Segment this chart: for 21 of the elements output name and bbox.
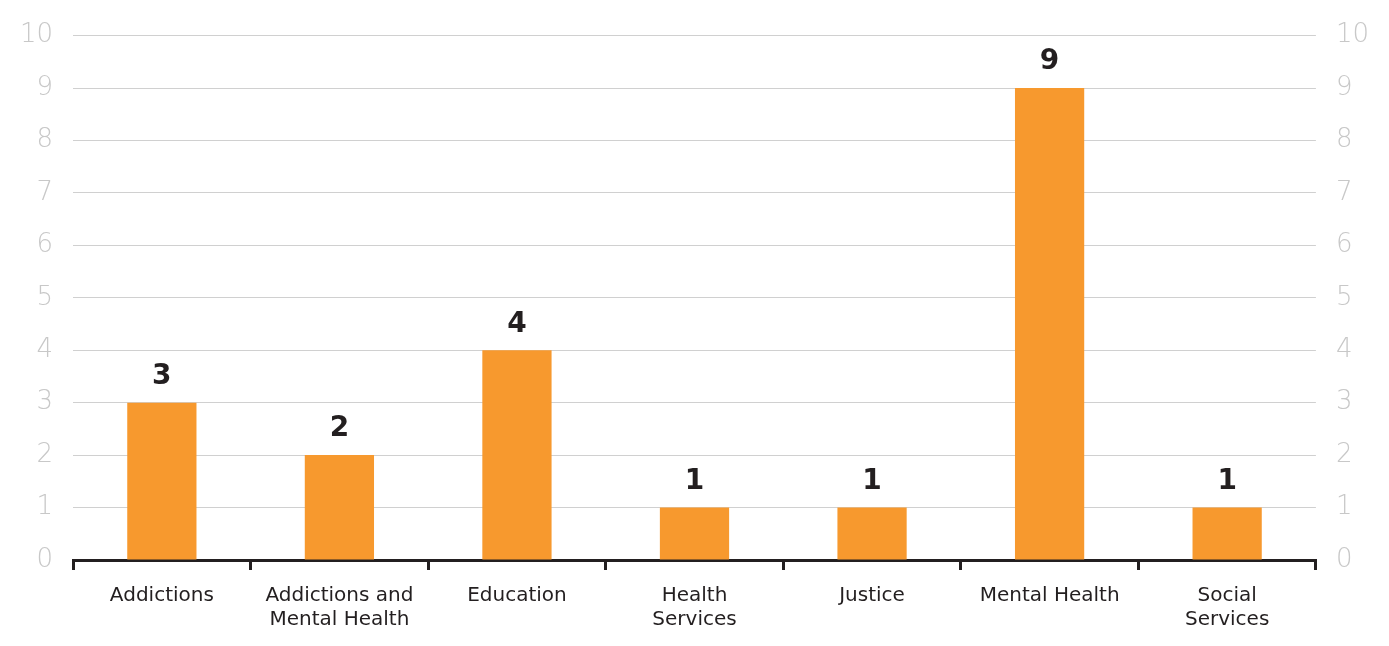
data-label: 3 <box>152 357 172 391</box>
bar <box>482 350 552 560</box>
x-tick-label: Justice <box>837 582 905 607</box>
x-tick-label: Mental Health <box>979 582 1120 607</box>
x-tick-label: Education <box>467 582 567 607</box>
bar <box>1014 88 1085 560</box>
bar <box>127 402 197 560</box>
bar <box>304 455 375 560</box>
data-label: 1 <box>862 462 882 496</box>
x-tick-label: Social Services <box>1184 582 1270 631</box>
bar <box>837 507 907 560</box>
data-label: 1 <box>684 462 705 496</box>
data-label: 9 <box>1039 43 1060 77</box>
x-tick-label: Addictions and Mental Health <box>265 582 414 631</box>
data-label: 1 <box>1217 462 1237 496</box>
bar <box>1192 507 1262 560</box>
x-tick-label: Health Services <box>652 582 737 631</box>
bar <box>659 507 730 560</box>
data-label: 2 <box>329 410 350 444</box>
data-label: 4 <box>507 305 527 339</box>
x-tick-label: Addictions <box>109 582 214 607</box>
